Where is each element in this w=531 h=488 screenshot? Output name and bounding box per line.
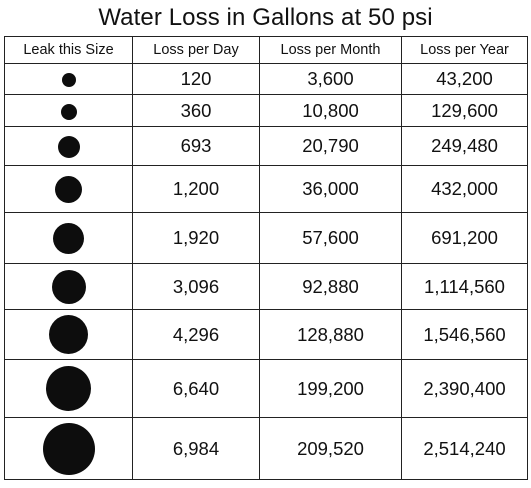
table-header-row: Leak this Size Loss per Day Loss per Mon…: [4, 36, 528, 64]
loss-per-year-cell: 43,200: [401, 63, 528, 95]
leak-dot-icon: [51, 269, 86, 304]
loss-per-day-cell: 120: [132, 63, 260, 95]
table-row: 6,640 199,200 2,390,400: [4, 359, 528, 418]
loss-per-day-cell: 1,920: [132, 212, 260, 264]
column-header-leak-size: Leak this Size: [4, 36, 133, 64]
leak-size-cell: [4, 263, 133, 310]
loss-per-month-cell: 10,800: [259, 94, 402, 127]
leak-size-cell: [4, 165, 133, 213]
leak-size-cell: [4, 309, 133, 360]
loss-per-year-cell: 249,480: [401, 126, 528, 166]
loss-per-day-cell: 4,296: [132, 309, 260, 360]
loss-per-day-cell: 6,640: [132, 359, 260, 418]
leak-size-cell: [4, 94, 133, 127]
column-header-loss-per-month: Loss per Month: [259, 36, 402, 64]
loss-per-month-cell: 20,790: [259, 126, 402, 166]
loss-per-month-cell: 128,880: [259, 309, 402, 360]
leak-dot-icon: [49, 315, 88, 354]
loss-per-month-cell: 3,600: [259, 63, 402, 95]
loss-per-year-cell: 2,390,400: [401, 359, 528, 418]
leak-dot-icon: [53, 222, 84, 254]
loss-per-month-cell: 199,200: [259, 359, 402, 418]
table-row: 1,200 36,000 432,000: [4, 165, 528, 213]
leak-dot-icon: [61, 73, 76, 88]
loss-per-day-cell: 693: [132, 126, 260, 166]
table-row: 3,096 92,880 1,114,560: [4, 263, 528, 310]
loss-per-month-cell: 36,000: [259, 165, 402, 213]
loss-per-year-cell: 691,200: [401, 212, 528, 264]
loss-per-year-cell: 129,600: [401, 94, 528, 127]
loss-per-day-cell: 360: [132, 94, 260, 127]
page-title: Water Loss in Gallons at 50 psi: [98, 4, 433, 31]
loss-per-month-cell: 92,880: [259, 263, 402, 310]
table-row: 360 10,800 129,600: [4, 94, 528, 127]
leak-dot-icon: [57, 135, 80, 158]
leak-size-cell: [4, 359, 133, 418]
loss-per-day-cell: 1,200: [132, 165, 260, 213]
loss-per-day-cell: 6,984: [132, 417, 260, 480]
loss-per-month-cell: 57,600: [259, 212, 402, 264]
loss-per-year-cell: 1,114,560: [401, 263, 528, 310]
table-row: 1,920 57,600 691,200: [4, 212, 528, 264]
loss-per-day-cell: 3,096: [132, 263, 260, 310]
leak-dot-icon: [60, 103, 77, 120]
table-row: 6,984 209,520 2,514,240: [4, 417, 528, 480]
leak-size-cell: [4, 212, 133, 264]
leak-size-cell: [4, 126, 133, 166]
column-header-loss-per-day: Loss per Day: [132, 36, 260, 64]
table-row: 4,296 128,880 1,546,560: [4, 309, 528, 360]
loss-per-year-cell: 1,546,560: [401, 309, 528, 360]
leak-dot-icon: [55, 175, 82, 203]
leak-size-cell: [4, 63, 133, 95]
table-row: 120 3,600 43,200: [4, 63, 528, 95]
table-row: 693 20,790 249,480: [4, 126, 528, 166]
leak-size-cell: [4, 417, 133, 480]
loss-per-month-cell: 209,520: [259, 417, 402, 480]
column-header-loss-per-year: Loss per Year: [401, 36, 528, 64]
water-loss-table: Leak this Size Loss per Day Loss per Mon…: [4, 36, 528, 480]
loss-per-year-cell: 2,514,240: [401, 417, 528, 480]
loss-per-year-cell: 432,000: [401, 165, 528, 213]
leak-dot-icon: [46, 366, 91, 411]
leak-dot-icon: [42, 422, 95, 475]
